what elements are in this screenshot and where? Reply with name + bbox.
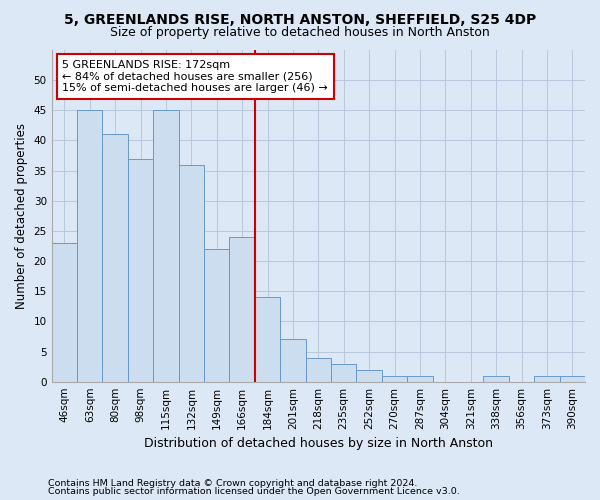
Text: Contains public sector information licensed under the Open Government Licence v3: Contains public sector information licen…: [48, 487, 460, 496]
Bar: [179, 164, 204, 382]
Bar: [255, 298, 280, 382]
Bar: [534, 376, 560, 382]
Bar: [331, 364, 356, 382]
X-axis label: Distribution of detached houses by size in North Anston: Distribution of detached houses by size …: [144, 437, 493, 450]
Bar: [229, 237, 255, 382]
Bar: [407, 376, 433, 382]
Text: 5, GREENLANDS RISE, NORTH ANSTON, SHEFFIELD, S25 4DP: 5, GREENLANDS RISE, NORTH ANSTON, SHEFFI…: [64, 12, 536, 26]
Text: Size of property relative to detached houses in North Anston: Size of property relative to detached ho…: [110, 26, 490, 39]
Text: 5 GREENLANDS RISE: 172sqm
← 84% of detached houses are smaller (256)
15% of semi: 5 GREENLANDS RISE: 172sqm ← 84% of detac…: [62, 60, 328, 93]
Bar: [128, 158, 153, 382]
Bar: [77, 110, 103, 382]
Text: Contains HM Land Registry data © Crown copyright and database right 2024.: Contains HM Land Registry data © Crown c…: [48, 478, 418, 488]
Bar: [356, 370, 382, 382]
Y-axis label: Number of detached properties: Number of detached properties: [15, 123, 28, 309]
Bar: [204, 249, 229, 382]
Bar: [560, 376, 585, 382]
Bar: [382, 376, 407, 382]
Bar: [484, 376, 509, 382]
Bar: [280, 340, 305, 382]
Bar: [305, 358, 331, 382]
Bar: [103, 134, 128, 382]
Bar: [153, 110, 179, 382]
Bar: [52, 243, 77, 382]
